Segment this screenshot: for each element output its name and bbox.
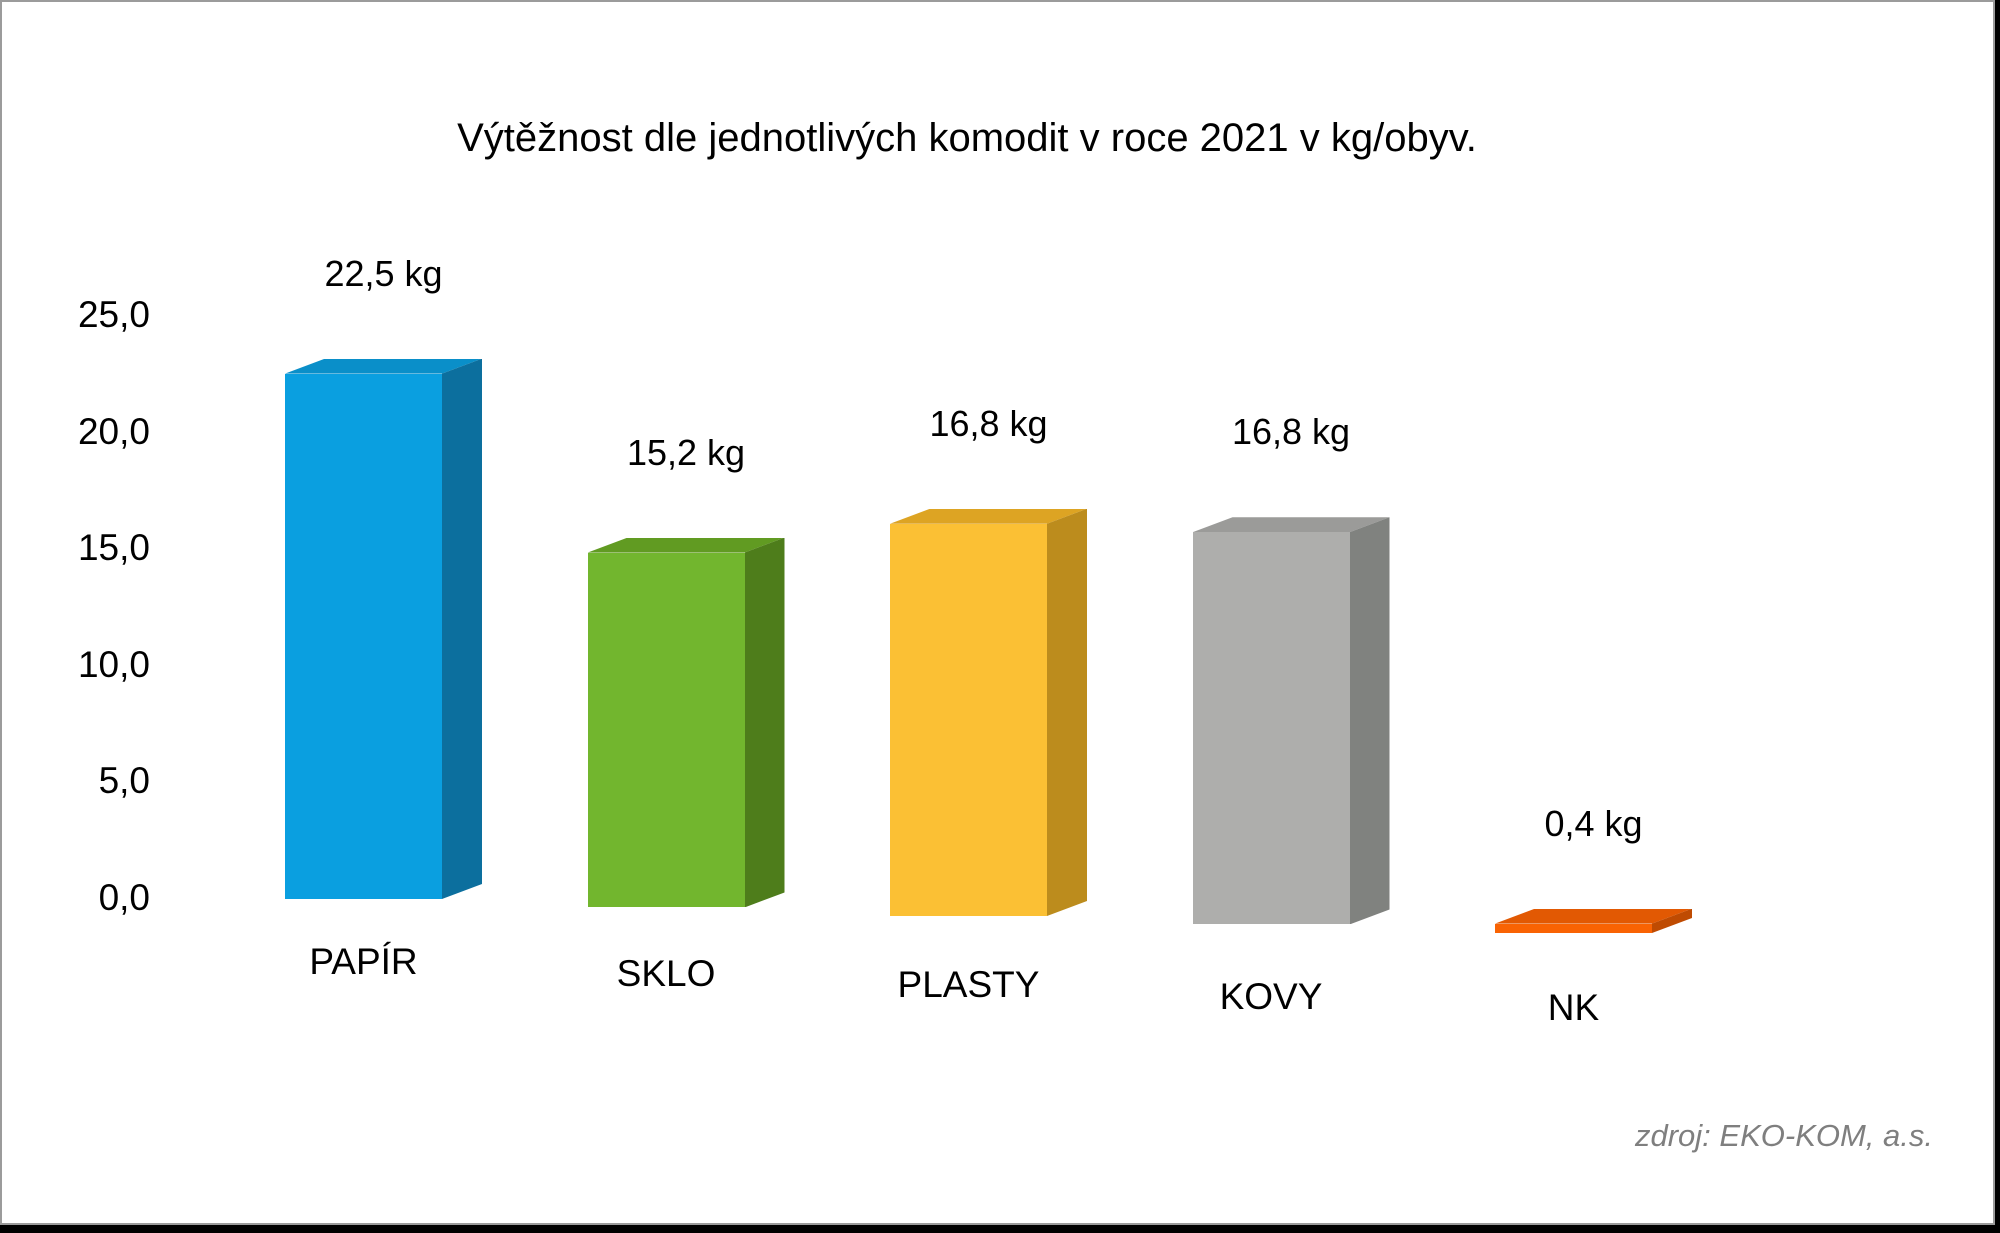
source-note: zdroj: EKO-KOM, a.s.	[1634, 1118, 1933, 1153]
bar-top-face	[1192, 517, 1390, 533]
bar-side-face	[442, 359, 482, 899]
bar-top-face	[1495, 908, 1692, 924]
bar-value-label: 16,8 kg	[929, 402, 1048, 444]
chart-title: Výtěžnost dle jednotlivých komodit v roc…	[457, 116, 1477, 160]
bar-top-face	[890, 508, 1087, 524]
bar-side-face	[1350, 517, 1390, 924]
bar-value-label: 22,5 kg	[324, 252, 443, 294]
bar-top-face	[285, 358, 482, 374]
y-axis-tick-label: 10,0	[77, 643, 150, 685]
bar-value-label: 16,8 kg	[1231, 411, 1351, 453]
bar-front-face	[890, 523, 1047, 916]
bar-side-face	[1047, 509, 1087, 916]
bar-front-face	[587, 552, 745, 908]
category-label: KOVY	[1219, 975, 1323, 1017]
bar-side-face	[745, 538, 785, 908]
category-label: PLASTY	[897, 964, 1040, 1005]
bar-front-face	[1192, 532, 1350, 925]
bar-value-label: 0,4 kg	[1544, 802, 1643, 844]
category-label: SKLO	[616, 952, 716, 994]
bar-top-face	[587, 537, 785, 553]
bar-front-face	[1495, 923, 1652, 933]
bar-front-face	[285, 373, 442, 899]
y-axis-tick-label: 15,0	[77, 527, 150, 569]
y-axis-tick-label: 0,0	[98, 877, 150, 918]
y-axis-tick-label: 25,0	[77, 294, 150, 335]
category-label: PAPÍR	[309, 941, 418, 982]
y-axis-tick-label: 20,0	[77, 410, 150, 452]
category-label: NK	[1547, 987, 1600, 1028]
bar-value-label: 15,2 kg	[626, 431, 746, 473]
y-axis-tick-label: 5,0	[98, 760, 150, 802]
